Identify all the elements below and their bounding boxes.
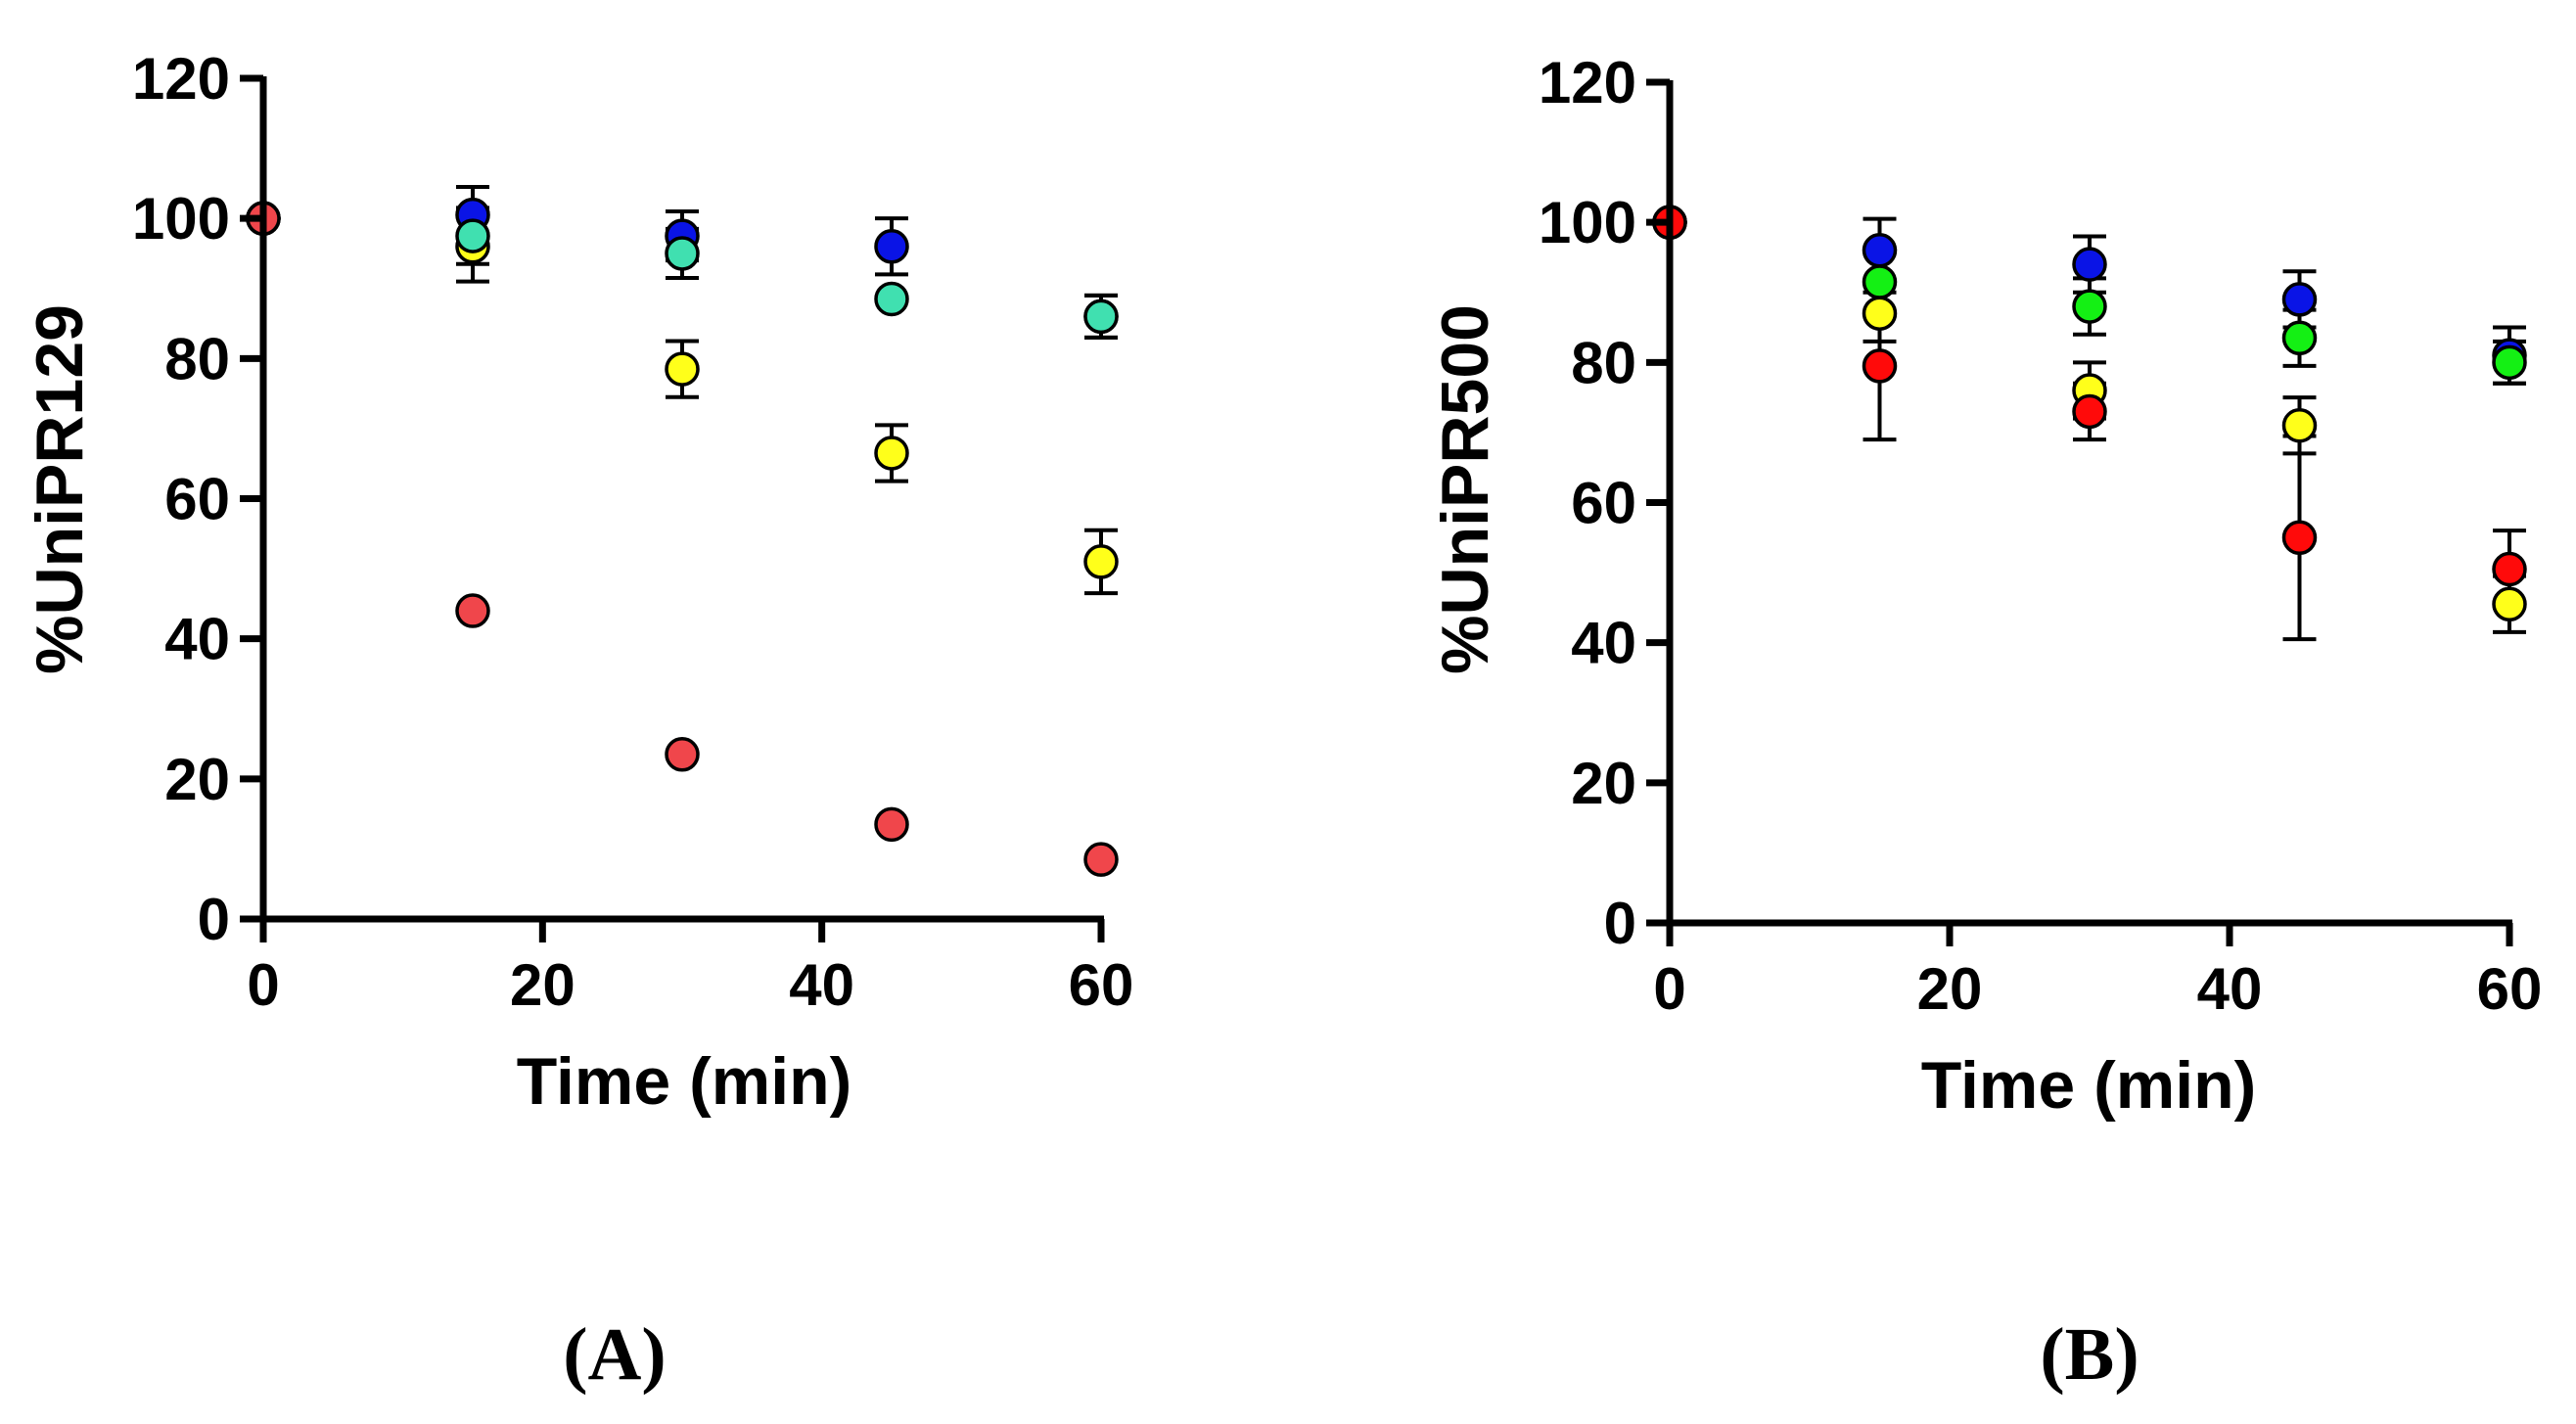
panel-b-axis-layer: 0 20 40 60 80 100 120 0 20 40 60 bbox=[1539, 50, 2542, 1022]
chart-panel-b: 0 20 40 60 80 100 120 0 20 40 60 Time (min) %UniPR… bbox=[1428, 50, 2542, 1396]
panel-a-y-tick-label-0: 0 bbox=[198, 887, 230, 952]
panel-a-point-red-60 bbox=[1083, 842, 1119, 877]
panel-a-point-teal-60 bbox=[1083, 299, 1119, 335]
panel-a-point-teal-15 bbox=[455, 218, 490, 253]
panel-a-y-tick-label-60: 60 bbox=[164, 467, 230, 532]
panel-a-point-teal-45 bbox=[874, 281, 909, 317]
panel-a-point-red-45 bbox=[874, 806, 909, 843]
panel-b-y-tick-label-20: 20 bbox=[1571, 751, 1636, 816]
panel-b-point-red-45 bbox=[2281, 520, 2318, 556]
panel-a-x-tick-label-40: 40 bbox=[789, 952, 854, 1018]
panel-b-point-green-15 bbox=[1862, 264, 1898, 299]
panel-a-point-teal-30 bbox=[665, 236, 700, 271]
panel-b-x-tick-label-60: 60 bbox=[2477, 956, 2543, 1022]
panel-b-y-tick-label-120: 120 bbox=[1539, 50, 1636, 115]
panel-a-point-yellow-45 bbox=[874, 436, 909, 471]
panel-b-point-yellow-60 bbox=[2492, 586, 2527, 622]
panel-b-point-green-60 bbox=[2492, 345, 2527, 381]
panel-a-axis-layer: 0 20 40 60 80 100 120 0 20 40 60 bbox=[132, 46, 1133, 1018]
panel-b-y-tick-label-60: 60 bbox=[1571, 471, 1636, 536]
panel-b-point-red-15 bbox=[1862, 348, 1898, 384]
panel-a-point-red-15 bbox=[455, 593, 490, 628]
panel-b-x-tick-label-20: 20 bbox=[1917, 956, 1983, 1022]
panel-b-series-layer bbox=[1652, 205, 2527, 642]
panel-a-y-tick-label-120: 120 bbox=[132, 46, 230, 112]
panel-a-point-blue-45 bbox=[874, 229, 909, 264]
panel-b-y-axis-title: %UniPR500 bbox=[1428, 304, 1502, 674]
panel-b-x-tick-label-40: 40 bbox=[2197, 956, 2263, 1022]
panel-b-y-tick-label-80: 80 bbox=[1571, 330, 1636, 395]
panel-b-x-tick-label-0: 0 bbox=[1653, 956, 1685, 1022]
panel-b-y-tick-label-100: 100 bbox=[1539, 190, 1636, 255]
panel-b-point-red-60 bbox=[2492, 551, 2527, 587]
panel-b-point-blue-30 bbox=[2072, 247, 2107, 282]
panel-b-point-blue-45 bbox=[2281, 282, 2318, 317]
panel-b-point-red-30 bbox=[2072, 393, 2107, 430]
panel-b-point-green-45 bbox=[2281, 320, 2318, 356]
panel-b-point-yellow-45 bbox=[2281, 408, 2318, 443]
panel-b-x-axis-title: Time (min) bbox=[1921, 1048, 2257, 1123]
panel-a-y-tick-label-100: 100 bbox=[132, 186, 230, 252]
panel-a-label: (A) bbox=[563, 1313, 667, 1396]
panel-a-y-tick-label-80: 80 bbox=[164, 326, 230, 391]
panel-a-x-tick-label-0: 0 bbox=[247, 952, 279, 1018]
panel-b-point-yellow-15 bbox=[1862, 296, 1898, 331]
panel-a-point-red-30 bbox=[665, 737, 700, 772]
panel-a-x-tick-label-20: 20 bbox=[510, 952, 575, 1018]
panel-b-point-green-30 bbox=[2072, 289, 2107, 324]
panel-a-series-layer bbox=[246, 184, 1119, 877]
panel-a-point-yellow-30 bbox=[665, 351, 700, 387]
panel-b-point-blue-15 bbox=[1862, 233, 1898, 268]
panel-a-x-axis-title: Time (min) bbox=[517, 1044, 852, 1119]
panel-a-x-tick-label-60: 60 bbox=[1069, 952, 1134, 1018]
panel-a-y-axis-title: %UniPR129 bbox=[23, 304, 97, 674]
panel-a-y-tick-label-40: 40 bbox=[164, 607, 230, 672]
panel-b-y-tick-label-40: 40 bbox=[1571, 611, 1636, 676]
chart-panel-a: 0 20 40 60 80 100 120 0 20 40 60 Time (min) %UniPR… bbox=[23, 46, 1133, 1396]
panel-b-y-tick-label-0: 0 bbox=[1604, 891, 1636, 956]
panel-a-y-tick-label-20: 20 bbox=[164, 747, 230, 812]
panel-a-point-yellow-60 bbox=[1083, 544, 1119, 579]
panel-b-label: (B) bbox=[2040, 1313, 2139, 1396]
